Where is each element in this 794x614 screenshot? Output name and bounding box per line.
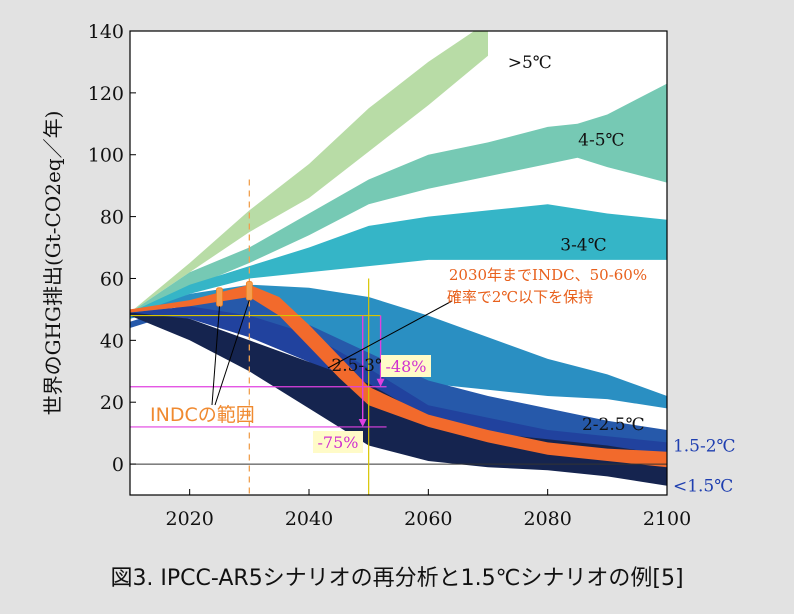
- band-label: 3-4℃: [560, 235, 606, 255]
- scenario-label-line1: 2030年までINDC、50-60%: [449, 266, 647, 284]
- y-tick-label: 120: [88, 83, 124, 105]
- band-label: <1.5℃: [673, 477, 733, 497]
- plot-frame: [129, 30, 668, 496]
- arrow-48-head: [376, 378, 385, 387]
- band-label: 2-2.5℃: [582, 415, 645, 435]
- x-tick-label: 2060: [404, 508, 452, 530]
- band-5: [130, 31, 488, 313]
- y-tick-label: 0: [112, 454, 124, 476]
- indc-pointer-1: [211, 306, 220, 406]
- scenario-pointer: [327, 300, 453, 369]
- band-3-4: [130, 204, 667, 319]
- band-1.5-2: [130, 306, 667, 458]
- arrow-75-head: [358, 418, 367, 427]
- band-label: 1.5-2℃: [673, 437, 736, 457]
- y-tick-label: 40: [100, 330, 124, 352]
- band-label: 2.5-3℃: [331, 356, 394, 376]
- x-tick-label: 2080: [523, 508, 571, 530]
- indc-marker-2: [245, 281, 253, 301]
- band-indc-scenario: [130, 284, 667, 468]
- indc-pointer-2: [214, 299, 250, 406]
- pct-48-label: -48%: [386, 357, 427, 376]
- y-tick-label: 100: [88, 145, 124, 167]
- figure-caption: 図3. IPCC-AR5シナリオの再分析と1.5℃シナリオの例[5]: [110, 566, 684, 591]
- band-label: >5℃: [508, 53, 552, 73]
- y-axis-label: 世界のGHG排出(Gt-CO2eq／年): [41, 111, 65, 416]
- band-label: 4-5℃: [578, 130, 624, 150]
- indc-range-label: INDCの範囲: [150, 404, 255, 426]
- x-tick-label: 2040: [285, 508, 333, 530]
- pct-75-box: [313, 431, 363, 453]
- x-tick-label: 2100: [643, 508, 691, 530]
- pct-48-box: [381, 355, 431, 377]
- band-4-5: [130, 83, 667, 316]
- y-tick-label: 60: [100, 268, 124, 290]
- pct-75-label: -75%: [318, 433, 359, 452]
- y-tick-label: 140: [88, 21, 124, 43]
- scenario-label-line2: 確率で2℃以下を保持: [447, 288, 593, 306]
- y-tick-label: 80: [100, 207, 124, 229]
- y-tick-label: 20: [100, 392, 124, 414]
- indc-marker-1: [216, 287, 223, 307]
- x-tick-label: 2020: [165, 508, 213, 530]
